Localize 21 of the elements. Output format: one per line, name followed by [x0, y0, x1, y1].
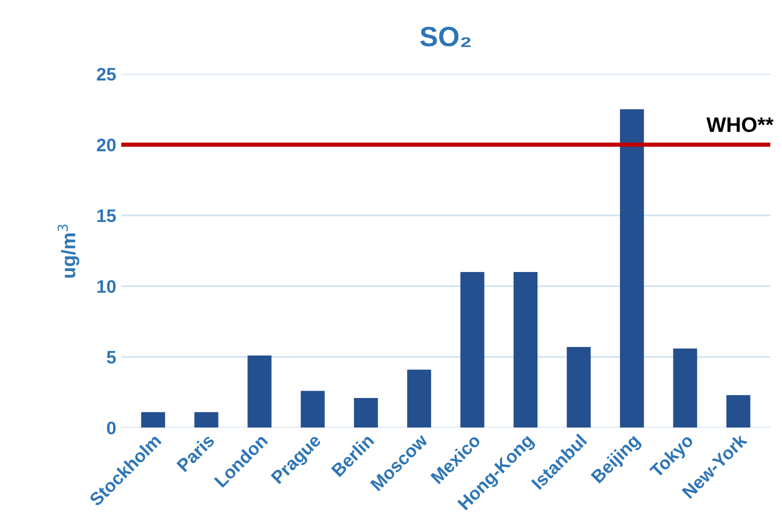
bar — [566, 347, 591, 428]
y-tick-label: 25 — [96, 68, 116, 81]
bar — [194, 412, 218, 428]
bar — [514, 272, 538, 428]
chart-title: SO₂ — [420, 26, 471, 48]
y-tick-label: 10 — [97, 280, 116, 293]
bar — [248, 356, 272, 428]
bar — [460, 272, 484, 428]
bar — [141, 412, 166, 428]
bar — [673, 348, 698, 428]
y-tick-label: 20 — [96, 138, 116, 152]
bar — [726, 395, 750, 428]
ref-line-label: WHO** — [706, 117, 774, 132]
bar — [354, 398, 378, 428]
y-tick-label: 5 — [106, 351, 116, 364]
y-axis-title: ug/m$^{3}$ — [58, 224, 80, 278]
y-tick-label: 15 — [97, 210, 116, 222]
bar — [300, 390, 325, 428]
bar — [407, 370, 432, 428]
y-tick-label: 0 — [107, 422, 116, 434]
bar — [620, 109, 644, 428]
